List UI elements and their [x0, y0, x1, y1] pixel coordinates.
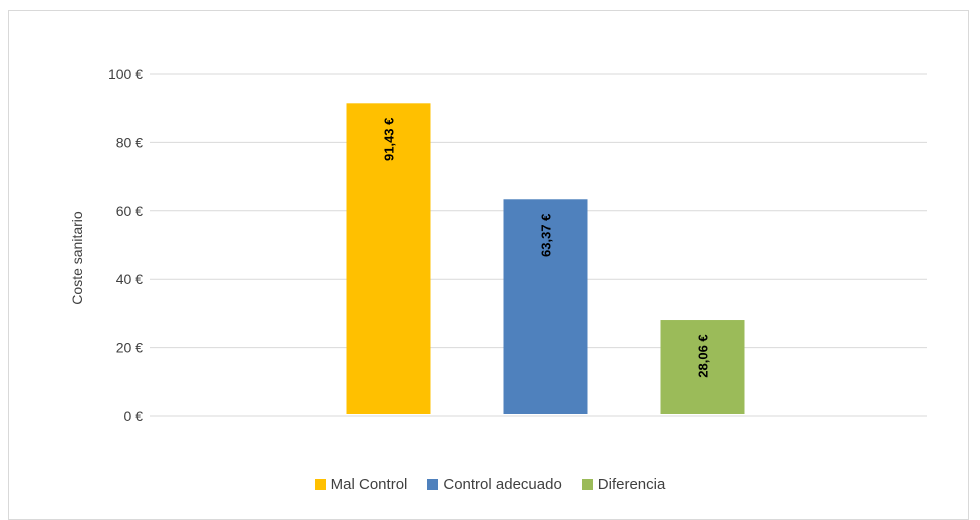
y-tick-label: 60 € — [116, 203, 143, 219]
y-axis-title: Coste sanitario — [69, 211, 85, 305]
y-axis-ticks: 0 € 20 € 40 € 60 € 80 € 100 € — [108, 66, 143, 424]
y-tick-label: 100 € — [108, 66, 143, 82]
legend: Mal Control Control adecuado Diferencia — [0, 476, 980, 493]
legend-label: Control adecuado — [443, 476, 562, 493]
data-labels: 91,43 € 63,37 € 28,06 € — [382, 118, 711, 378]
bar-mal-control — [346, 103, 431, 415]
legend-swatch-mal-control — [314, 479, 326, 490]
bar-control-adecuado — [503, 199, 588, 414]
gridlines — [150, 73, 927, 417]
data-label: 91,43 € — [382, 118, 397, 161]
bar-diferencia — [660, 320, 745, 414]
bars — [346, 103, 745, 415]
chart-frame — [8, 10, 969, 520]
legend-label: Mal Control — [330, 476, 408, 493]
data-label: 63,37 € — [539, 214, 554, 257]
data-label: 28,06 € — [696, 334, 711, 377]
legend-swatch-control-adecuado — [427, 479, 439, 490]
y-tick-label: 20 € — [116, 340, 143, 356]
y-tick-label: 40 € — [116, 271, 143, 287]
legend-label: Diferencia — [597, 476, 666, 493]
legend-swatch-diferencia — [581, 479, 593, 490]
legend-item-diferencia: Diferencia — [581, 476, 666, 493]
legend-item-mal-control: Mal Control — [314, 476, 408, 493]
legend-item-control-adecuado: Control adecuado — [427, 476, 562, 493]
y-tick-label: 0 € — [124, 408, 144, 424]
y-tick-label: 80 € — [116, 134, 143, 150]
